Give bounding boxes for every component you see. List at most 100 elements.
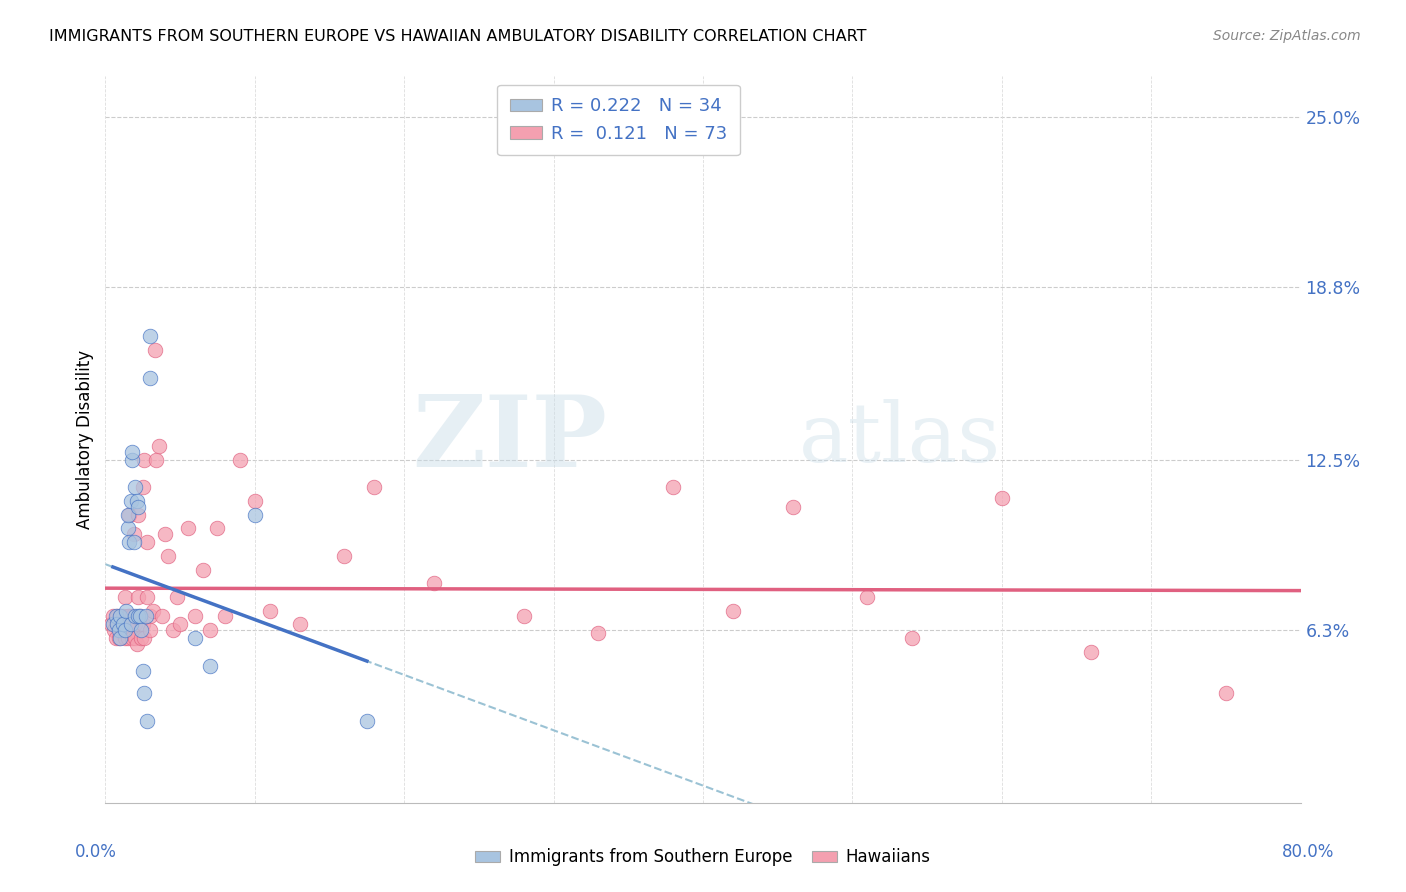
Point [166, 590, 188, 604]
Point [108, 631, 131, 645]
Point [139, 623, 162, 637]
Point [114, 631, 136, 645]
Point [107, 617, 129, 632]
Point [132, 480, 155, 494]
Point [104, 609, 127, 624]
Point [143, 343, 166, 358]
Point [124, 609, 146, 624]
Point [132, 617, 155, 632]
Point [139, 609, 162, 624]
Point [901, 631, 924, 645]
Point [125, 494, 148, 508]
Point [121, 631, 143, 645]
Point [127, 609, 149, 624]
Point [184, 631, 207, 645]
Legend: Immigrants from Southern Europe, Hawaiians: Immigrants from Southern Europe, Hawaiia… [468, 842, 938, 873]
Point [127, 508, 149, 522]
Point [191, 563, 214, 577]
Point [229, 453, 252, 467]
Point [112, 617, 135, 632]
Point [184, 609, 207, 624]
Point [110, 609, 132, 624]
Point [782, 500, 804, 514]
Point [136, 590, 159, 604]
Point [214, 609, 236, 624]
Text: ZIP: ZIP [412, 391, 607, 488]
Point [990, 491, 1012, 506]
Point [101, 609, 124, 624]
Point [107, 609, 129, 624]
Point [101, 617, 124, 632]
Point [124, 480, 146, 494]
Point [148, 439, 170, 453]
Point [124, 617, 146, 632]
Point [856, 590, 879, 604]
Point [139, 370, 162, 384]
Point [110, 609, 132, 624]
Point [110, 617, 132, 632]
Point [124, 631, 146, 645]
Point [150, 609, 173, 624]
Y-axis label: Ambulatory Disability: Ambulatory Disability [76, 350, 94, 529]
Point [129, 631, 153, 645]
Point [104, 631, 127, 645]
Point [662, 480, 685, 494]
Point [115, 604, 138, 618]
Point [117, 609, 139, 624]
Point [136, 535, 159, 549]
Point [145, 453, 167, 467]
Point [134, 686, 156, 700]
Point [176, 521, 198, 535]
Point [207, 521, 229, 535]
Point [127, 500, 149, 514]
Point [169, 617, 191, 632]
Point [162, 623, 184, 637]
Point [243, 508, 266, 522]
Point [157, 549, 180, 563]
Point [588, 625, 610, 640]
Point [356, 714, 378, 728]
Point [198, 658, 221, 673]
Point [108, 623, 131, 637]
Point [115, 617, 138, 632]
Point [132, 664, 155, 678]
Point [112, 623, 135, 637]
Point [120, 494, 142, 508]
Point [114, 623, 136, 637]
Text: atlas: atlas [799, 400, 1001, 479]
Point [513, 609, 536, 624]
Point [155, 527, 177, 541]
Point [198, 623, 221, 637]
Point [243, 494, 266, 508]
Point [122, 535, 145, 549]
Point [121, 444, 143, 458]
Point [1215, 686, 1237, 700]
Point [128, 609, 150, 624]
Text: IMMIGRANTS FROM SOUTHERN EUROPE VS HAWAIIAN AMBULATORY DISABILITY CORRELATION CH: IMMIGRANTS FROM SOUTHERN EUROPE VS HAWAI… [49, 29, 866, 44]
Point [117, 521, 139, 535]
Point [121, 609, 143, 624]
Point [134, 453, 156, 467]
Point [142, 604, 165, 618]
Point [423, 576, 446, 591]
Point [721, 604, 744, 618]
Point [100, 617, 122, 632]
Point [288, 617, 311, 632]
Text: 80.0%: 80.0% [1281, 843, 1334, 861]
Point [117, 508, 139, 522]
Point [136, 714, 159, 728]
Point [125, 637, 148, 651]
Point [110, 631, 132, 645]
Point [111, 623, 134, 637]
Point [135, 609, 157, 624]
Point [120, 617, 142, 632]
Text: Source: ZipAtlas.com: Source: ZipAtlas.com [1213, 29, 1361, 43]
Point [118, 609, 141, 624]
Point [121, 453, 143, 467]
Point [363, 480, 385, 494]
Point [117, 631, 139, 645]
Point [139, 329, 162, 343]
Point [112, 609, 135, 624]
Point [121, 623, 143, 637]
Point [103, 623, 125, 637]
